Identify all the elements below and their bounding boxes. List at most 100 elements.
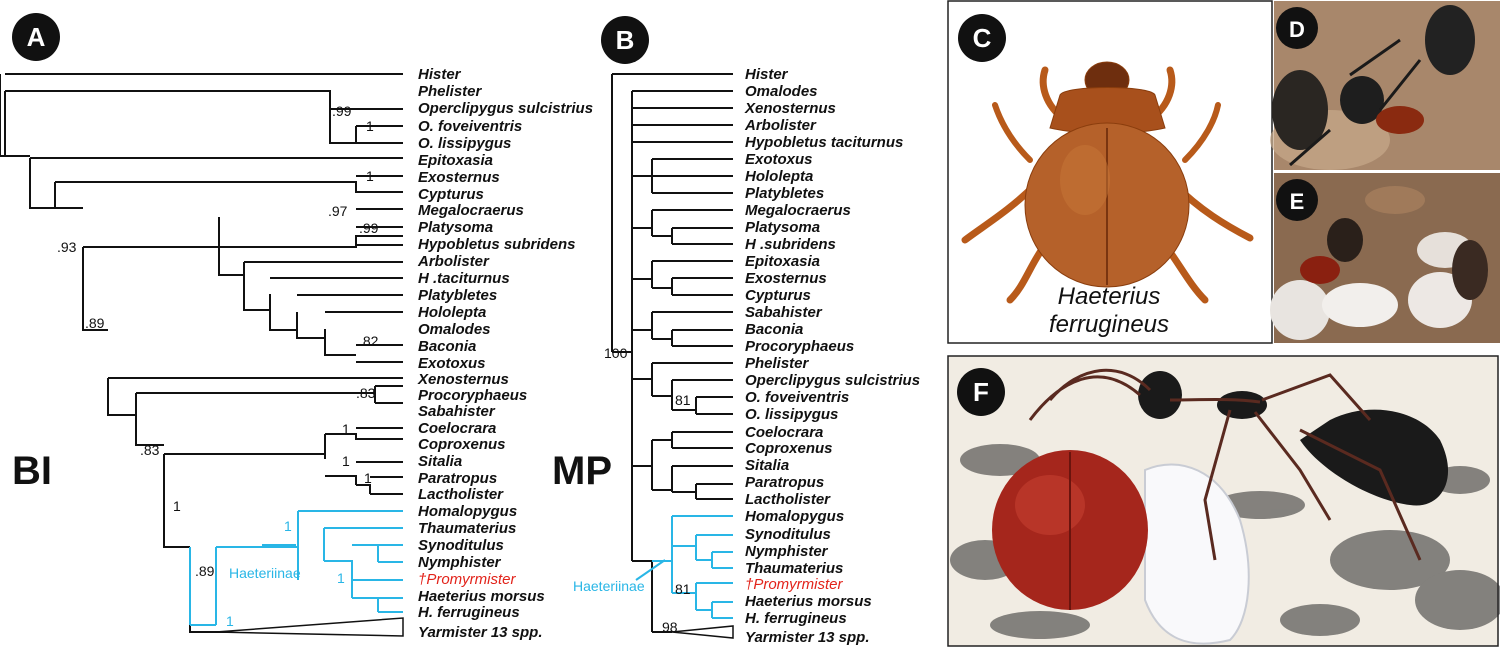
bi-support: 1 — [366, 168, 374, 184]
mp-support: 81 — [675, 581, 691, 597]
bi-support: 1 — [342, 453, 350, 469]
bi-support: .99 — [359, 220, 379, 236]
mp-taxon: O. lissipygus — [745, 406, 838, 423]
mp-support: 98 — [662, 619, 678, 635]
beetle-photo-panel: Haeterius ferrugineus C — [947, 0, 1273, 344]
bi-taxon: Procoryphaeus — [418, 387, 527, 404]
bi-support: .99 — [332, 103, 352, 119]
mp-taxon: Platybletes — [745, 185, 824, 202]
panel-label-d-text: D — [1289, 17, 1305, 42]
mp-taxon: Omalodes — [745, 83, 818, 100]
mp-taxon: Megalocraerus — [745, 202, 851, 219]
bi-taxon: Yarmister 13 spp. — [418, 624, 543, 641]
bi-taxon: Paratropus — [418, 470, 497, 487]
bi-taxon: Arbolister — [417, 253, 490, 270]
bi-taxon: Xenosternus — [417, 371, 509, 388]
bi-taxon: Coelocrara — [418, 420, 496, 437]
bi-taxon: H .taciturnus — [418, 270, 510, 287]
mp-taxon: Paratropus — [745, 474, 824, 491]
beetle-species-caption-line1: Haeterius — [1058, 283, 1161, 310]
mp-taxon: Hypobletus taciturnus — [745, 134, 903, 151]
panel-label-c — [958, 14, 1006, 62]
bi-taxon: O. foveiventris — [418, 118, 522, 135]
bi-taxon: Exotoxus — [418, 355, 486, 372]
mp-taxon: Coproxenus — [745, 440, 833, 457]
bi-taxon: Megalocraerus — [418, 202, 524, 219]
mp-taxon: Exosternus — [745, 270, 827, 287]
bi-taxon: Lactholister — [418, 486, 504, 503]
bi-support-values: .99 1 1 .93 .97 .99 .89 .82 .83 .83 1 1 … — [57, 103, 379, 629]
bi-taxon: Operclipygus sulcistrius — [418, 100, 593, 117]
bi-taxon: Cypturus — [418, 186, 484, 203]
bi-taxon: Hister — [418, 66, 462, 83]
mp-taxon-fossil: †Promyrmister — [745, 576, 844, 593]
mp-taxon: Hololepta — [745, 168, 813, 185]
bi-taxon: Epitoxasia — [418, 152, 493, 169]
mp-method-label: MP — [552, 449, 612, 493]
mp-taxon: O. foveiventris — [745, 389, 849, 406]
bi-taxon: Thaumaterius — [418, 520, 516, 537]
mp-taxon-labels: Hister Omalodes Xenosternus Arbolister H… — [744, 66, 920, 646]
bi-taxon: H. ferrugineus — [418, 604, 520, 621]
bi-support: 1 — [226, 613, 234, 629]
panel-label-d — [1276, 7, 1318, 49]
mp-taxon: Baconia — [745, 321, 803, 338]
panel-label-b — [601, 16, 649, 64]
mp-taxon: Nymphister — [745, 543, 829, 560]
beetle-species-caption-line2: ferrugineus — [1049, 311, 1169, 338]
panel-label-b-text: B — [616, 25, 635, 55]
mp-taxon: Exotoxus — [745, 151, 813, 168]
bi-taxon: O. lissipygus — [418, 135, 511, 152]
mp-taxon: Sabahister — [745, 304, 823, 321]
bi-taxon: Phelister — [418, 83, 483, 100]
bi-taxon: Omalodes — [418, 321, 491, 338]
mp-support-values: 100 81 81 98 — [604, 345, 691, 635]
mp-support: 81 — [675, 392, 691, 408]
mp-taxon: Cypturus — [745, 287, 811, 304]
bi-taxon: Hypobletus subridens — [418, 236, 576, 253]
mp-support: 100 — [604, 345, 628, 361]
mp-clade-label: Haeteriinae — [573, 578, 645, 594]
bi-support: 1 — [337, 570, 345, 586]
mp-taxon: Yarmister 13 spp. — [745, 629, 870, 646]
bi-support: .83 — [356, 385, 376, 401]
panel-label-f — [957, 368, 1005, 416]
bi-support: 1 — [366, 118, 374, 134]
bi-taxon: Baconia — [418, 338, 476, 355]
bi-tree: Hister Phelister Operclipygus sulcistriu… — [0, 13, 593, 641]
bi-taxon: Coproxenus — [418, 436, 506, 453]
bi-taxon: Exosternus — [418, 169, 500, 186]
mp-taxon: Coelocrara — [745, 424, 823, 441]
bi-taxon-fossil: †Promyrmister — [418, 571, 517, 588]
bi-taxon: Sitalia — [418, 453, 462, 470]
panel-label-a-text: A — [27, 22, 46, 52]
mp-taxon: Homalopygus — [745, 508, 844, 525]
bi-taxon: Platybletes — [418, 287, 497, 304]
bi-taxon-labels: Hister Phelister Operclipygus sulcistriu… — [417, 66, 593, 641]
bi-support: .97 — [328, 203, 348, 219]
bi-support: .89 — [195, 563, 215, 579]
panel-label-e-text: E — [1290, 189, 1305, 214]
mp-branches — [611, 73, 734, 639]
bi-support: 1 — [284, 518, 292, 534]
bi-support: .89 — [85, 315, 105, 331]
mp-taxon: Platysoma — [745, 219, 820, 236]
panel-label-a — [12, 13, 60, 61]
bi-support: .82 — [359, 333, 379, 349]
bi-branches — [0, 73, 404, 637]
mp-taxon: Lactholister — [745, 491, 831, 508]
mp-taxon: H .subridens — [745, 236, 836, 253]
mp-taxon: Epitoxasia — [745, 253, 820, 270]
bi-taxon: Homalopygus — [418, 503, 517, 520]
mp-taxon: H. ferrugineus — [745, 610, 847, 627]
bi-taxon: Hololepta — [418, 304, 486, 321]
ant-photo-d: D — [1270, 1, 1500, 170]
ant-beetle-painting: F — [947, 355, 1500, 647]
bi-support: .93 — [57, 239, 77, 255]
bi-support: .83 — [140, 442, 160, 458]
mp-taxon: Operclipygus sulcistrius — [745, 372, 920, 389]
bi-taxon: Haeterius morsus — [418, 588, 545, 605]
mp-taxon: Synoditulus — [745, 526, 831, 543]
bi-support: 1 — [364, 470, 372, 486]
